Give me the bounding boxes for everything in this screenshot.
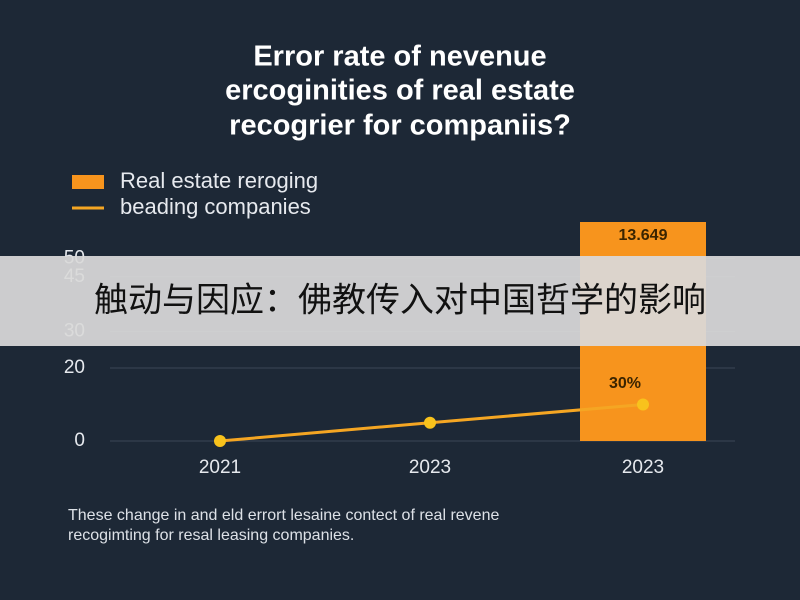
overlay-banner [0, 256, 800, 346]
footnote: These change in and eld errort lesaine c… [68, 507, 499, 524]
point [424, 416, 436, 429]
chart-title: Error rate of nevenue [253, 41, 546, 73]
chart-title: ercoginities of real estate [225, 75, 575, 107]
annotation: 30% [609, 375, 641, 392]
legend-swatch [72, 175, 104, 189]
x-tick-label: 2023 [409, 457, 451, 478]
annotation: 13.649 [619, 227, 668, 244]
footnote: recogimting for resal leasing companies. [68, 527, 354, 544]
y-tick-label: 20 [64, 357, 85, 378]
legend-label: beading companies [120, 194, 311, 219]
point [214, 435, 226, 447]
banner-text: 触动与因应：佛教传入对中国哲学的影响 [94, 281, 706, 321]
chart-title: recogrier for companiis? [229, 110, 571, 142]
x-tick-label: 2021 [199, 457, 241, 478]
y-tick-label: 0 [74, 430, 85, 451]
x-tick-label: 2023 [622, 457, 664, 478]
legend-label: Real estate reroging [120, 168, 318, 193]
point [637, 398, 649, 411]
